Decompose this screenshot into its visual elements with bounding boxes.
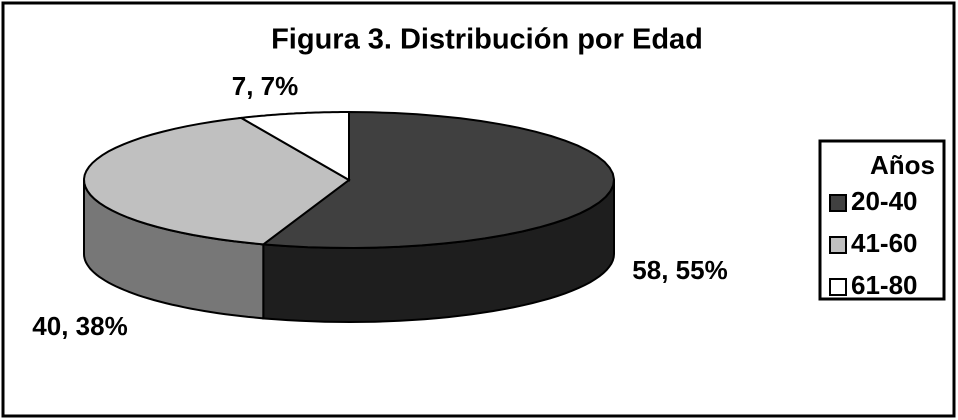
data-label: 40, 38% xyxy=(32,311,127,341)
legend-label: 20-40 xyxy=(851,186,918,216)
pie-slice xyxy=(238,111,350,182)
data-label: 58, 55% xyxy=(632,255,727,285)
legend-title: Años xyxy=(870,150,935,180)
chart-title: Figura 3. Distribución por Edad xyxy=(271,24,703,56)
data-label: 7, 7% xyxy=(232,71,299,101)
legend-swatch xyxy=(829,194,847,212)
legend-label: 41-60 xyxy=(851,228,918,258)
legend-box xyxy=(818,139,946,301)
legend-swatch xyxy=(829,278,847,296)
pie-slice xyxy=(82,116,351,246)
legend-swatch xyxy=(829,236,847,254)
legend-label: 61-80 xyxy=(851,270,918,300)
pie-slice xyxy=(260,110,616,250)
